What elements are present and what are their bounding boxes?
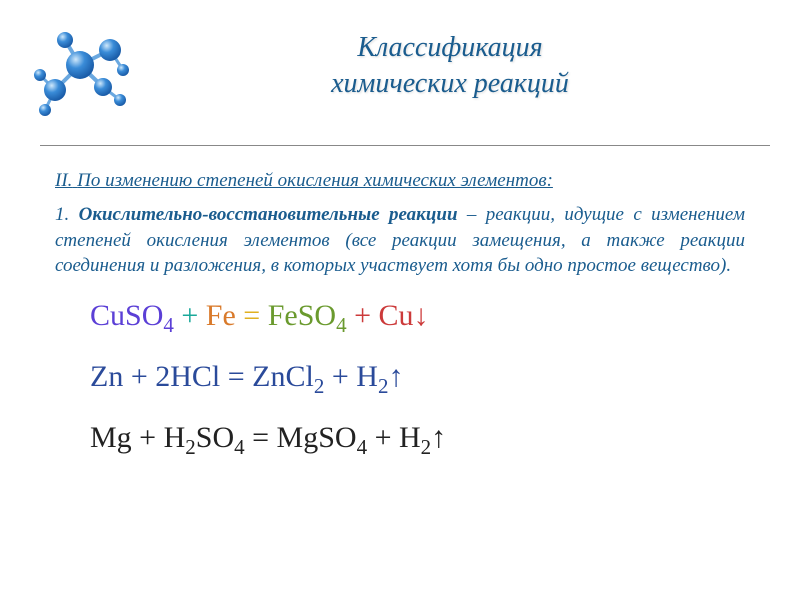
equation-1: CuSO4 + Fe = FeSO4 + Cu↓ bbox=[90, 299, 745, 338]
equation-2: Zn + 2HCl = ZnCl2 + H2↑ bbox=[90, 360, 745, 399]
eq-part: 2 bbox=[378, 374, 389, 398]
equation-3: Mg + H2SO4 = MgSO4 + H2↑ bbox=[90, 421, 745, 460]
eq-part: + bbox=[347, 299, 379, 332]
eq-part: 2 bbox=[314, 374, 325, 398]
eq-part: 4 bbox=[234, 435, 245, 459]
eq-part: + bbox=[174, 299, 206, 332]
eq-part: Mg + H bbox=[90, 421, 185, 454]
header-divider bbox=[40, 145, 770, 146]
title-line-1: Классификация bbox=[140, 30, 760, 66]
eq-part: FeSO bbox=[268, 299, 336, 332]
section-heading: II. По изменению степеней окисления хими… bbox=[55, 170, 745, 192]
molecule-svg bbox=[25, 15, 135, 125]
eq-part: 2 bbox=[421, 435, 432, 459]
eq-part: 4 bbox=[357, 435, 368, 459]
eq-part: + H bbox=[324, 360, 378, 393]
molecule-icon bbox=[25, 15, 135, 125]
eq-part: Cu↓ bbox=[378, 299, 428, 332]
eq-part: = bbox=[236, 299, 268, 332]
eq-part: CuSO bbox=[90, 299, 163, 332]
body-number: 1. bbox=[55, 204, 79, 225]
heading-text: По изменению степеней окисления химическ… bbox=[77, 170, 553, 191]
definition-text: 1. Окислительно-восстановительные реакци… bbox=[55, 202, 745, 279]
eq-part: ↑ bbox=[388, 360, 403, 393]
heading-prefix: II. bbox=[55, 170, 72, 191]
eq-part: = MgSO bbox=[245, 421, 357, 454]
eq-part: 4 bbox=[163, 313, 174, 337]
eq-part: Zn + 2HCl = ZnCl bbox=[90, 360, 314, 393]
header: Классификация химических реакций bbox=[0, 0, 800, 145]
eq-part: Fe bbox=[206, 299, 236, 332]
equations-block: CuSO4 + Fe = FeSO4 + Cu↓ Zn + 2HCl = ZnC… bbox=[55, 299, 745, 460]
eq-part: 2 bbox=[185, 435, 196, 459]
content-area: II. По изменению степеней окисления хими… bbox=[0, 145, 800, 460]
eq-part: 4 bbox=[336, 313, 347, 337]
eq-part: SO bbox=[196, 421, 234, 454]
body-term: Окислительно-восстановительные реакции bbox=[79, 204, 458, 225]
title-line-2: химических реакций bbox=[140, 66, 760, 102]
eq-part: + H bbox=[367, 421, 421, 454]
eq-part: ↑ bbox=[431, 421, 446, 454]
